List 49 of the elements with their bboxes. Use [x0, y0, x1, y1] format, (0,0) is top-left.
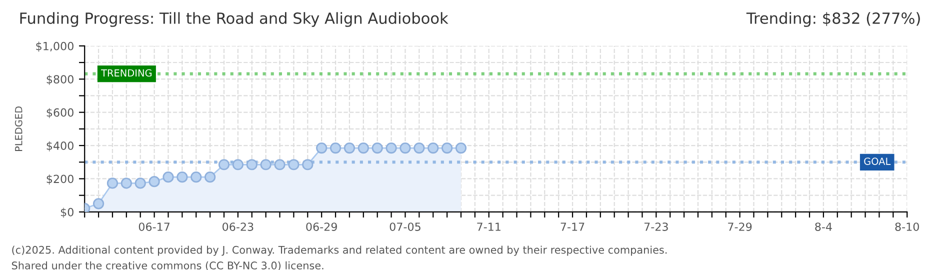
x-tick-label: 7-17	[560, 222, 584, 231]
chart-subtitle: Trending: $832 (277%)	[746, 12, 920, 27]
point	[176, 172, 188, 183]
chart-title: Funding Progress: Till the Road and Sky Align Audiobook	[20, 12, 448, 27]
point	[218, 159, 230, 170]
point	[428, 142, 439, 154]
y-tick-label: $800	[46, 74, 74, 85]
text: (c)2025. Additional content provided by J. Conway. Trademarks and related content are owned by their respective companies.	[12, 246, 667, 256]
y-tick-label: $400	[46, 141, 74, 152]
x-tick-label: 8-4	[815, 222, 832, 231]
x-tick-label: 7-23	[644, 222, 668, 231]
point	[232, 159, 244, 170]
point	[316, 142, 328, 154]
point	[106, 178, 118, 189]
point	[455, 142, 467, 154]
point	[344, 142, 356, 154]
x-tick-label: 7-11	[477, 222, 500, 231]
point	[204, 172, 216, 183]
point	[246, 159, 258, 170]
x-tick-label: 07-05	[390, 222, 420, 231]
point	[386, 142, 397, 154]
point	[274, 159, 286, 170]
point	[302, 159, 314, 170]
point	[288, 159, 300, 170]
y-tick-label: $0	[60, 208, 74, 218]
point	[260, 159, 272, 170]
point	[92, 198, 104, 210]
point	[330, 142, 342, 154]
point	[372, 142, 383, 154]
x-tick-label: 06-29	[306, 222, 337, 231]
point	[162, 172, 174, 183]
y-tick-label: $1,000	[36, 42, 74, 52]
ref-line-label: GOAL	[864, 158, 891, 165]
point	[414, 142, 425, 154]
x-tick-label: 06-17	[138, 222, 170, 231]
x-tick-label: 06-23	[222, 222, 254, 231]
y-tick-label: $600	[46, 108, 74, 118]
ref-line-label: TRENDING	[101, 69, 152, 77]
point	[148, 176, 160, 188]
point	[442, 142, 453, 154]
point	[120, 178, 132, 189]
y-axis-title: PLEDGED	[14, 106, 22, 152]
x-tick-label: 7-29	[728, 222, 752, 231]
point	[358, 142, 369, 154]
point	[190, 172, 202, 183]
y-tick-label: $200	[46, 174, 74, 185]
x-tick-label: 8-10	[895, 222, 919, 231]
point	[400, 142, 411, 154]
point	[134, 178, 146, 189]
